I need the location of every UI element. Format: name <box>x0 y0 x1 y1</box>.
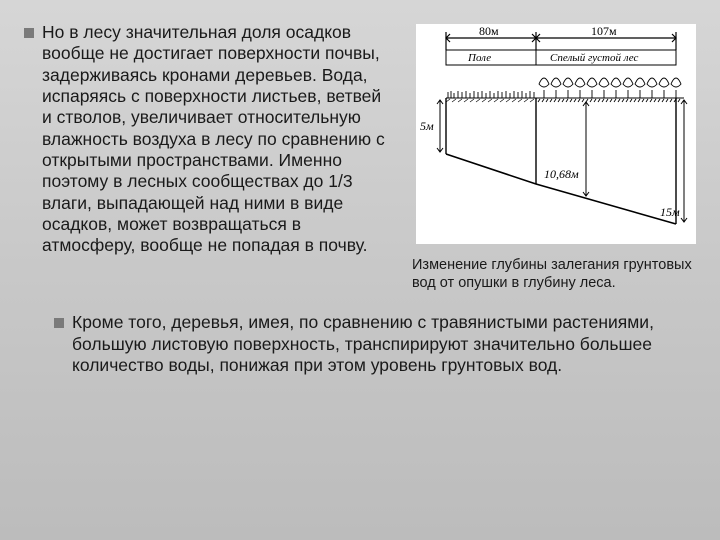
paragraph-bottom: Кроме того, деревья, имея, по сравнению … <box>72 312 696 376</box>
bottom-paragraph-block: Кроме того, деревья, имея, по сравнению … <box>24 312 696 376</box>
depth-label-left: 5м <box>420 119 434 133</box>
paragraph-main: Но в лесу значительная доля осадков вооб… <box>42 22 394 292</box>
dist-label-right: 107м <box>591 24 617 38</box>
bullet-icon <box>24 28 34 38</box>
groundwater-diagram: 80м 107м Поле Спелый густой лес <box>416 24 696 244</box>
bullet-icon <box>54 318 64 328</box>
area-label-field: Поле <box>467 52 491 64</box>
main-paragraph-block: Но в лесу значительная доля осадков вооб… <box>24 22 394 292</box>
depth-label-mid: 10,68м <box>544 167 579 181</box>
figure-caption: Изменение глубины залегания грунтовых во… <box>408 256 696 292</box>
dist-label-left: 80м <box>479 24 499 38</box>
area-label-forest: Спелый густой лес <box>550 52 638 64</box>
depth-label-right: 15м <box>660 205 680 219</box>
